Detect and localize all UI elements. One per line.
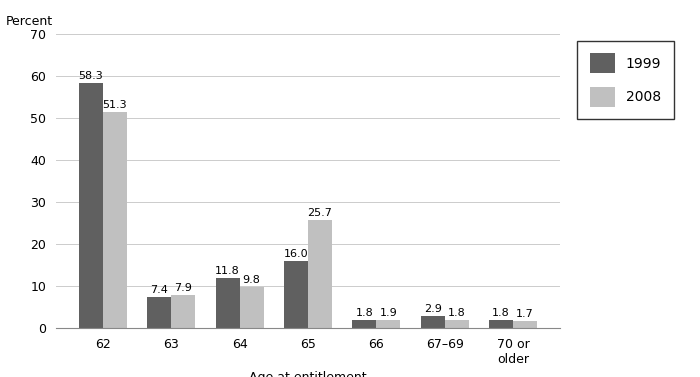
Text: 9.8: 9.8 xyxy=(243,275,260,285)
Text: 2.9: 2.9 xyxy=(424,304,442,314)
Bar xyxy=(489,320,513,328)
Bar xyxy=(147,297,172,328)
Text: 7.9: 7.9 xyxy=(174,283,192,293)
Text: 1.8: 1.8 xyxy=(448,308,466,318)
Text: 58.3: 58.3 xyxy=(78,71,104,81)
Bar xyxy=(216,279,239,328)
Text: 16.0: 16.0 xyxy=(284,249,308,259)
Bar xyxy=(353,320,377,328)
X-axis label: Age at entitlement: Age at entitlement xyxy=(249,371,367,377)
Text: 1.7: 1.7 xyxy=(516,309,534,319)
Text: 1.9: 1.9 xyxy=(379,308,397,318)
Text: 7.4: 7.4 xyxy=(150,285,168,295)
Bar xyxy=(421,316,444,328)
Bar xyxy=(79,83,103,328)
Text: 1.8: 1.8 xyxy=(492,308,510,318)
Bar xyxy=(239,287,263,328)
Bar xyxy=(284,261,308,328)
Text: 1.8: 1.8 xyxy=(356,308,373,318)
Text: Percent: Percent xyxy=(6,15,53,28)
Bar xyxy=(377,320,400,328)
Text: 51.3: 51.3 xyxy=(102,100,127,110)
Bar xyxy=(308,220,332,328)
Bar xyxy=(444,320,469,328)
Text: 11.8: 11.8 xyxy=(216,266,240,276)
Text: 25.7: 25.7 xyxy=(307,208,332,218)
Legend: 1999, 2008: 1999, 2008 xyxy=(577,41,673,119)
Bar xyxy=(172,295,195,328)
Bar xyxy=(103,112,127,328)
Bar xyxy=(513,321,537,328)
